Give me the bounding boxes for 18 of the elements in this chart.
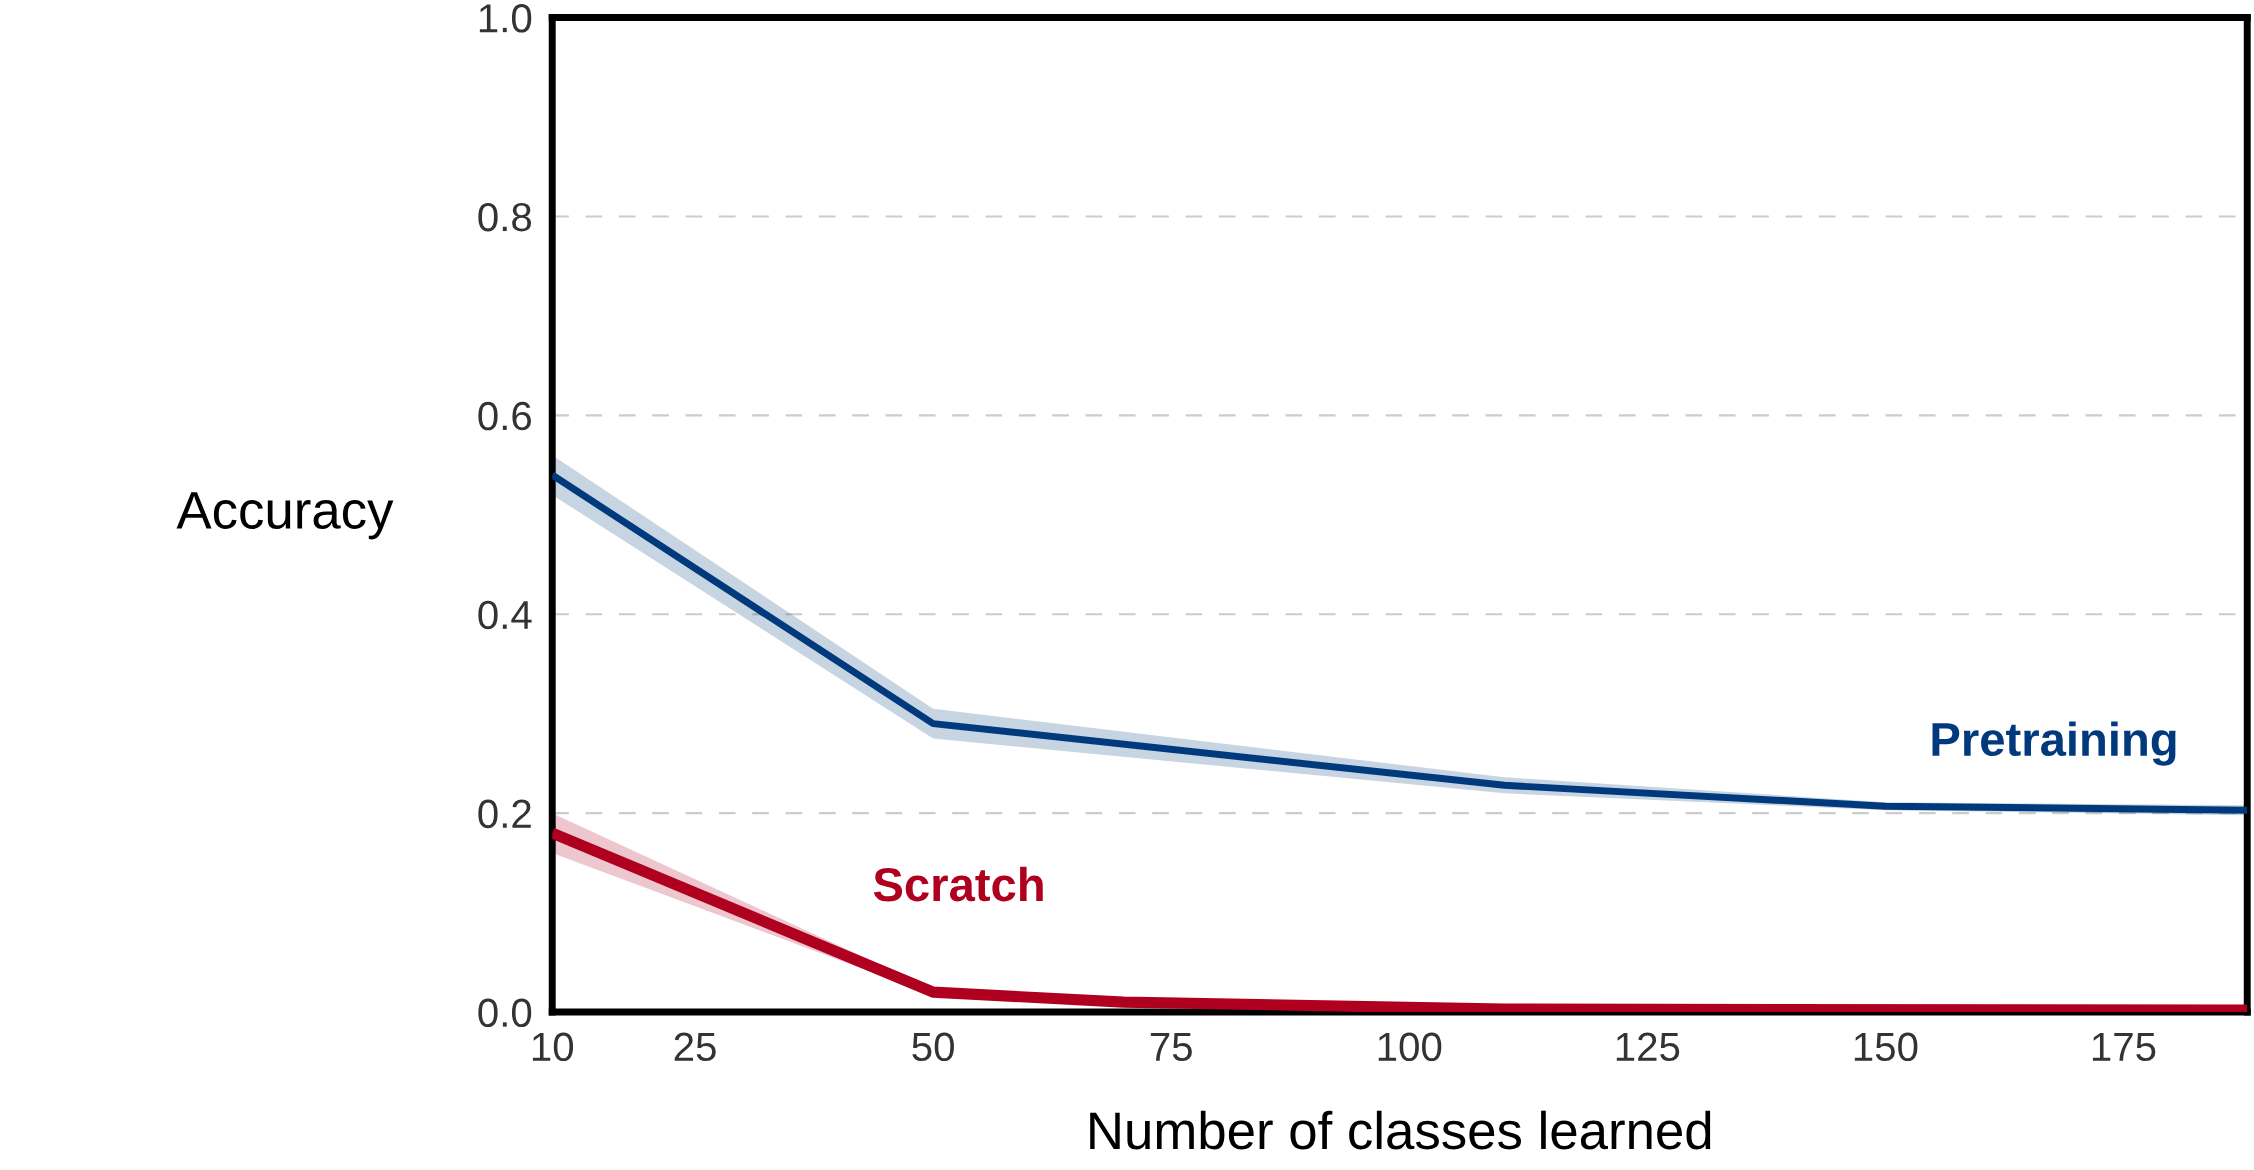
y-axis-title: Accuracy — [176, 492, 394, 540]
y-tick-label: 0.0 — [478, 998, 532, 1028]
x-tick-label: 100 — [1378, 1032, 1442, 1062]
y-tick-label: 0.2 — [478, 799, 531, 829]
x-tick-label: 150 — [1854, 1032, 1918, 1062]
x-tick-label: 175 — [2092, 1032, 2156, 1062]
series-label: Scratch — [873, 866, 1043, 902]
x-tick-label: 125 — [1616, 1032, 1680, 1062]
y-tick-label: 0.4 — [478, 600, 532, 630]
y-tick-label: 0.6 — [478, 401, 532, 431]
y-tick-label: 0.8 — [478, 202, 532, 232]
x-axis-title: Number of classes learned — [1090, 1110, 1711, 1150]
y-tick-label: 1.0 — [479, 4, 532, 33]
x-tick-label: 50 — [912, 1032, 954, 1062]
x-tick-label: 10 — [532, 1032, 574, 1062]
x-tick-label: 75 — [1150, 1032, 1192, 1062]
series-label: Pretraining — [1932, 721, 2176, 766]
x-tick-label: 25 — [674, 1032, 716, 1062]
